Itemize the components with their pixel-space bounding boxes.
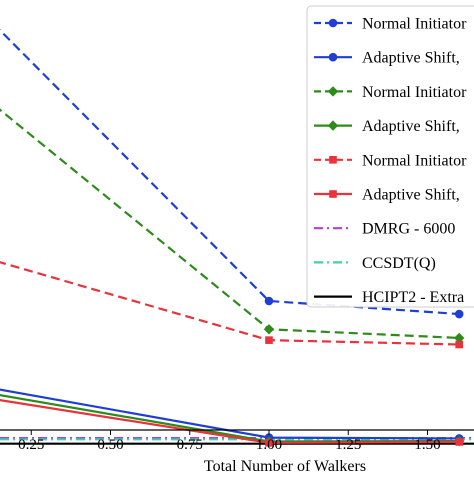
x-tick-label-2: 0.75 <box>177 437 203 453</box>
series-5-point-2 <box>455 438 463 446</box>
legend-label-0: Normal Initiator <box>362 16 467 33</box>
x-tick-label-4: 1.25 <box>335 437 361 453</box>
axes: 0.250.500.751.001.251.501.75Total Number… <box>0 429 474 475</box>
legend-marker-4 <box>329 156 337 164</box>
x-axis-label: Total Number of Walkers <box>204 458 366 474</box>
legend-label-2: Normal Initiator <box>362 84 467 101</box>
legend: Normal Initiator Adaptive Shift, Normal In… <box>306 5 474 308</box>
series-line-0 <box>0 28 460 316</box>
x-tick-label-3: 1.00 <box>256 437 282 453</box>
legend-marker-0 <box>328 18 338 28</box>
legend-label-8: HCIPT2 - Extra <box>362 289 464 306</box>
legend-label-6: DMRG - 6000 <box>362 221 455 238</box>
series-2-point-1 <box>263 324 275 335</box>
series-line-3 <box>0 394 460 443</box>
legend-label-5: Adaptive Shift, <box>362 187 460 204</box>
series-5-point-1 <box>265 439 273 447</box>
series-4-point-1 <box>265 336 273 344</box>
legend-marker-3 <box>327 120 339 131</box>
legend-marker-2 <box>327 86 339 97</box>
series-0-point-1 <box>264 296 274 306</box>
x-tick-label-5: 1.50 <box>414 437 440 453</box>
legend-label-3: Adaptive Shift, <box>362 118 460 135</box>
series-line-1 <box>0 388 460 440</box>
legend-marker-5 <box>329 190 337 198</box>
legend-box <box>306 5 474 308</box>
series-4-point-2 <box>455 340 463 349</box>
series-0-point-2 <box>454 309 464 319</box>
legend-marker-1 <box>328 52 338 62</box>
x-tick-label-1: 0.50 <box>97 437 123 453</box>
legend-label-4: Normal Initiator <box>362 152 467 169</box>
legend-label-1: Adaptive Shift, <box>362 50 460 67</box>
plot-lines <box>0 28 474 447</box>
x-tick-label-0: 0.25 <box>18 437 44 453</box>
series-line-5 <box>0 399 460 444</box>
legend-label-7: CCSDT(Q) <box>362 255 436 272</box>
series-2-point-2 <box>454 332 465 344</box>
